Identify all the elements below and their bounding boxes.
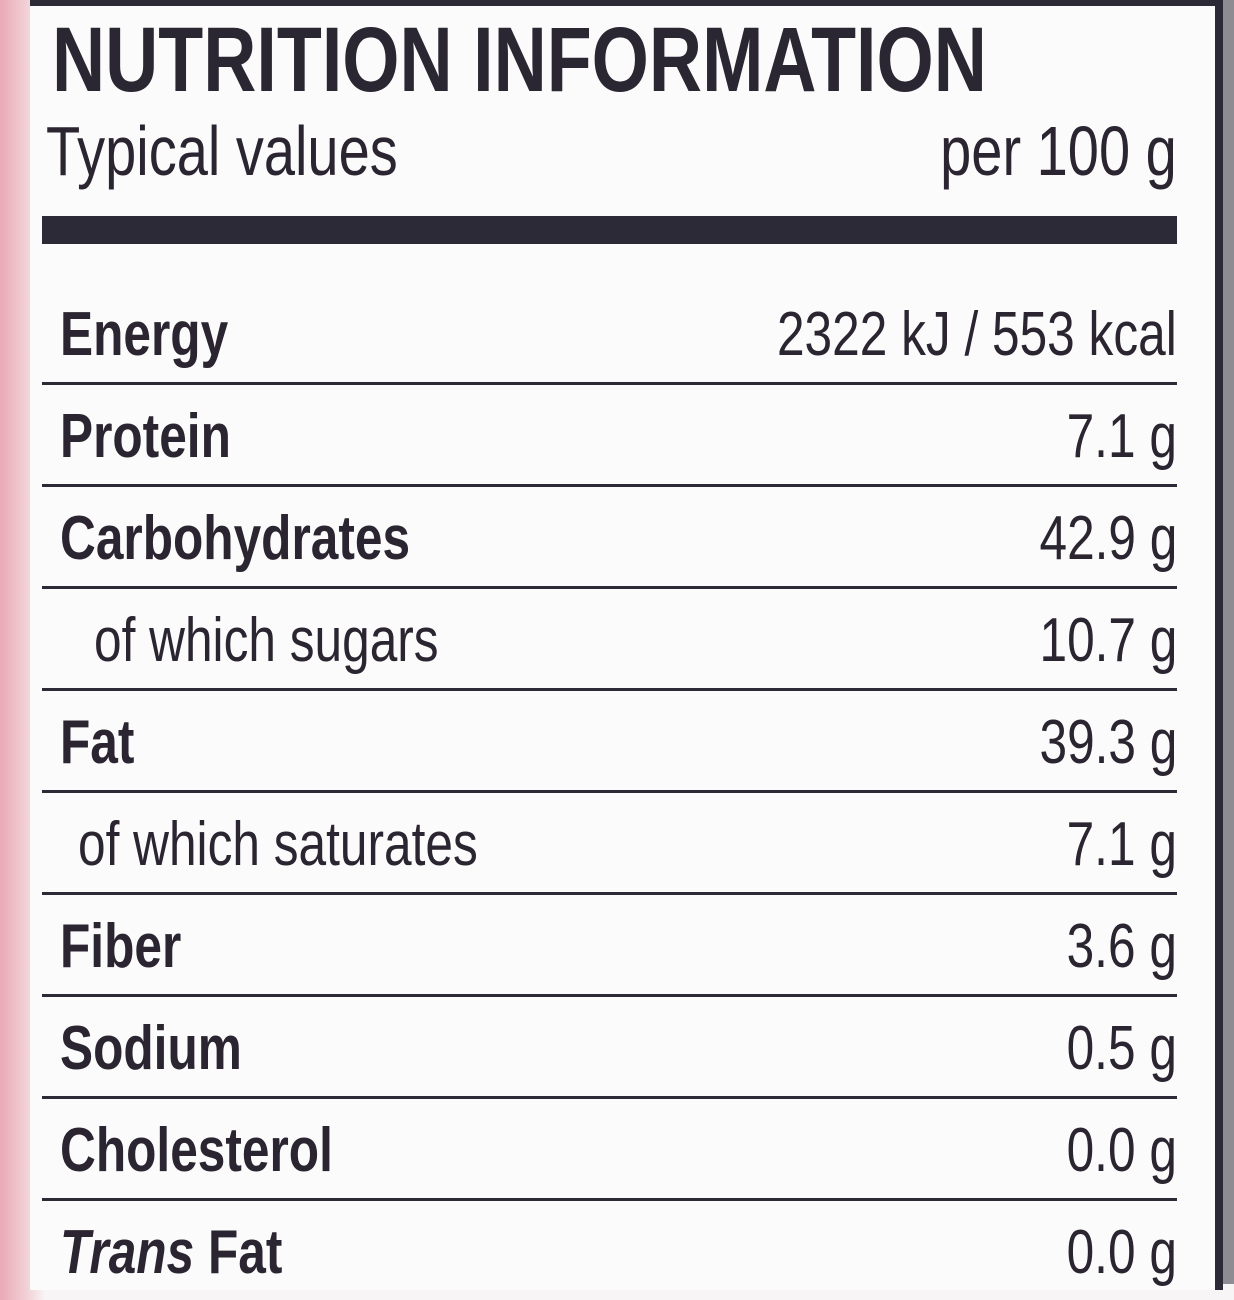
typical-values-text: Typical values <box>46 112 398 190</box>
row-name: of which sugars <box>94 606 439 675</box>
label-title: NUTRITION INFORMATION <box>52 14 1221 106</box>
row-saturates: of which saturates 7.1 g <box>42 793 1177 895</box>
row-value: 3.6 g <box>1066 912 1177 981</box>
row-name: Fat <box>60 708 135 777</box>
row-value: 0.0 g <box>1066 1218 1177 1287</box>
row-name: of which saturates <box>78 810 478 879</box>
nutrition-label: NUTRITION INFORMATION Typical values per… <box>30 0 1223 1290</box>
row-carbohydrates: Carbohydrates 42.9 g <box>42 487 1177 589</box>
row-name: Sodium <box>60 1014 242 1083</box>
row-value: 2322 kJ / 553 kcal <box>777 300 1177 369</box>
thick-divider <box>42 216 1177 244</box>
row-protein: Protein 7.1 g <box>42 385 1177 487</box>
row-name-rest: Fat <box>207 1218 283 1287</box>
row-value: 7.1 g <box>1066 402 1177 471</box>
row-name: Cholesterol <box>60 1116 333 1185</box>
row-fat: Fat 39.3 g <box>42 691 1177 793</box>
row-energy: Energy 2322 kJ / 553 kcal <box>42 244 1177 385</box>
per-100g-heading: per 100 g <box>881 116 1177 186</box>
row-name: Carbohydrates <box>60 504 411 573</box>
row-value: 7.1 g <box>1066 810 1177 879</box>
row-name: Protein <box>60 402 231 471</box>
row-value: 42.9 g <box>1039 504 1177 573</box>
row-value: 10.7 g <box>1039 606 1177 675</box>
row-name: Trans Fat <box>60 1218 282 1288</box>
nutrition-table: Energy 2322 kJ / 553 kcal Protein 7.1 g Ca… <box>42 244 1177 1300</box>
row-name: Fiber <box>60 912 182 981</box>
row-value: 0.5 g <box>1066 1014 1177 1083</box>
row-sugars: of which sugars 10.7 g <box>42 589 1177 691</box>
typical-values-heading: Typical values <box>46 116 486 186</box>
row-name-italic: Trans <box>60 1218 195 1287</box>
row-name: Energy <box>60 300 229 369</box>
row-fiber: Fiber 3.6 g <box>42 895 1177 997</box>
row-sodium: Sodium 0.5 g <box>42 997 1177 1099</box>
per-100g-text: per 100 g <box>940 112 1177 190</box>
row-cholesterol: Cholesterol 0.0 g <box>42 1099 1177 1201</box>
row-value: 0.0 g <box>1066 1116 1177 1185</box>
background-right <box>1223 0 1234 1284</box>
row-trans-fat: Trans Fat 0.0 g <box>42 1201 1177 1300</box>
row-value: 39.3 g <box>1039 708 1177 777</box>
title-text: NUTRITION INFORMATION <box>52 9 987 111</box>
